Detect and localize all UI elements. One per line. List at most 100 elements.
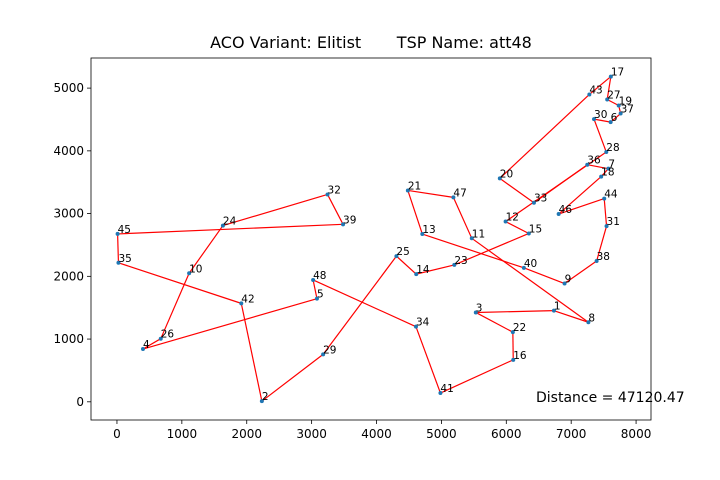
city-point [526, 231, 531, 236]
route-edge [312, 279, 318, 299]
route-edge [416, 264, 455, 275]
city-label: 32 [328, 184, 341, 196]
city-point [420, 232, 425, 237]
route-edge [117, 223, 344, 235]
city-point [116, 260, 121, 265]
city-point [413, 324, 418, 329]
city-label: 25 [396, 246, 409, 258]
city-label: 20 [500, 168, 513, 180]
x-tick-label: 2000 [231, 427, 262, 441]
city-label: 40 [524, 258, 537, 270]
x-tick-label: 5000 [426, 427, 457, 441]
route-edge [593, 118, 611, 123]
city-label: 43 [589, 84, 602, 96]
city-label: 19 [619, 95, 632, 107]
city-label: 6 [611, 112, 618, 124]
city-point [321, 352, 326, 357]
y-tick-label: 4000 [53, 144, 84, 158]
city-label: 33 [534, 193, 547, 205]
city-point [602, 196, 607, 201]
city-point [605, 97, 610, 102]
route-edge [454, 232, 530, 266]
city-label: 2 [262, 391, 269, 403]
route-edge [322, 255, 397, 355]
y-tick-label: 0 [76, 395, 84, 409]
city-point [314, 296, 319, 301]
route-edge [222, 193, 328, 227]
city-label: 15 [529, 223, 542, 235]
route-edge [553, 310, 589, 323]
city-point [115, 231, 120, 236]
city-point [311, 277, 316, 282]
city-label: 29 [323, 344, 336, 356]
city-label: 18 [601, 167, 614, 179]
city-label: 46 [559, 204, 573, 216]
route-edge [606, 76, 612, 100]
city-point [341, 222, 346, 227]
distance-annotation: Distance = 47120.47 [536, 390, 685, 406]
city-point [551, 308, 556, 313]
city-label: 37 [621, 104, 634, 116]
city-point [562, 281, 567, 286]
city-label: 45 [118, 224, 131, 236]
city-point [556, 212, 561, 217]
city-point [608, 120, 613, 125]
city-label: 23 [454, 255, 467, 267]
city-label: 44 [604, 189, 618, 201]
city-label: 3 [476, 302, 483, 314]
y-tick-label: 3000 [53, 207, 84, 221]
city-point [586, 320, 591, 325]
city-point [594, 259, 599, 264]
city-point [510, 330, 515, 335]
route-edge [415, 326, 441, 394]
x-tick-label: 4000 [361, 427, 392, 441]
city-point [469, 236, 474, 241]
city-label: 24 [223, 216, 237, 228]
city-label: 26 [161, 329, 175, 341]
city-label: 10 [189, 263, 202, 275]
route-edge [240, 303, 263, 402]
city-point [394, 254, 399, 259]
route-edge [564, 260, 597, 285]
city-point [585, 162, 590, 167]
city-point [604, 224, 609, 229]
city-point [473, 310, 478, 315]
city-label: 21 [408, 180, 421, 192]
city-label: 12 [506, 212, 519, 224]
city-point [606, 166, 611, 171]
city-label: 42 [241, 293, 254, 305]
city-point [158, 336, 163, 341]
x-tick-label: 8000 [621, 427, 652, 441]
city-label: 28 [606, 142, 619, 154]
city-label: 7 [608, 159, 615, 171]
route-edge [471, 237, 589, 323]
city-label: 1 [554, 301, 561, 313]
city-point [592, 117, 597, 122]
x-tick-label: 7000 [556, 427, 587, 441]
route-edge [499, 94, 590, 179]
route-edge [588, 76, 612, 95]
route-edge [606, 98, 619, 107]
city-point [511, 357, 516, 362]
x-tick-label: 3000 [296, 427, 327, 441]
city-point [604, 150, 609, 155]
city-point [587, 92, 592, 97]
city-label: 14 [416, 264, 430, 276]
city-point [616, 103, 621, 108]
route-edge [407, 190, 423, 235]
route-edge [523, 267, 565, 285]
route-edge [505, 221, 530, 235]
route-edge [610, 113, 622, 123]
x-tick-label: 1000 [167, 427, 198, 441]
route-edge [117, 233, 120, 263]
route-edge [475, 310, 554, 314]
route-edge [396, 255, 417, 275]
route-edge [558, 176, 602, 215]
city-label: 13 [422, 224, 435, 236]
route-edge [603, 198, 608, 227]
city-point [608, 74, 613, 79]
route-edge [142, 338, 162, 350]
route-edge [596, 225, 608, 262]
city-point [531, 200, 536, 205]
city-point [259, 399, 264, 404]
